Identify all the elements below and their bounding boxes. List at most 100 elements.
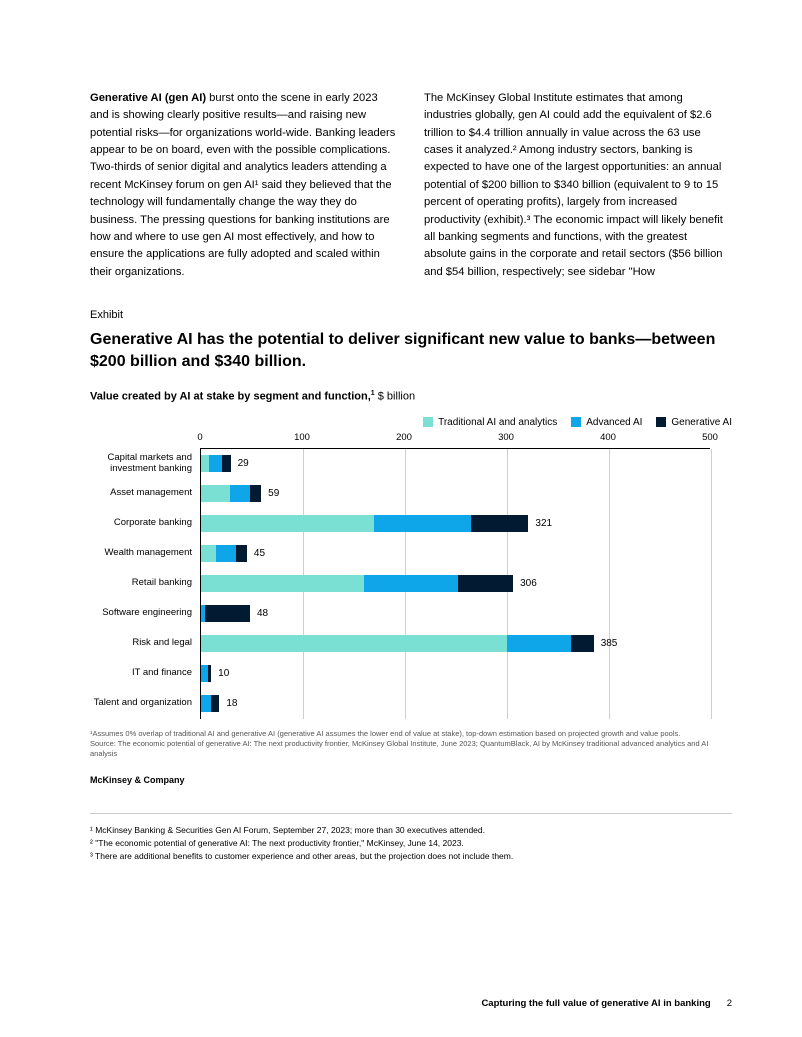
gridline [609, 539, 610, 569]
bar-row-plot: 385 [200, 629, 711, 659]
gridline [711, 599, 712, 629]
bar-stack: 306 [201, 575, 537, 592]
legend-item: Generative AI [656, 417, 732, 428]
bar-row-label: Capital markets and investment banking [90, 453, 200, 475]
legend-label: Traditional AI and analytics [438, 417, 557, 428]
bar-segment [201, 485, 230, 502]
chart-subtitle-thin: $ billion [375, 391, 415, 403]
gridline [609, 479, 610, 509]
bar-row-label: Asset management [90, 488, 200, 499]
bar-total-value: 10 [218, 668, 229, 679]
bar-segment [201, 665, 208, 682]
bar-segment [374, 515, 471, 532]
footer-page-number: 2 [727, 998, 732, 1009]
gridline [303, 689, 304, 719]
bar-stack: 18 [201, 695, 237, 712]
gridline [405, 449, 406, 479]
bar-total-value: 306 [520, 578, 537, 589]
bar-total-value: 45 [254, 548, 265, 559]
chart-footnote-1: ¹Assumes 0% overlap of traditional AI an… [90, 729, 732, 739]
gridline [711, 689, 712, 719]
bar-segment [205, 605, 250, 622]
bar-row: Asset management 59 [90, 479, 732, 509]
bar-total-value: 59 [268, 488, 279, 499]
bar-row-plot: 18 [200, 689, 711, 719]
bar-segment [571, 635, 593, 652]
bar-stack: 29 [201, 455, 249, 472]
legend-label: Generative AI [671, 417, 732, 428]
gridline [507, 539, 508, 569]
gridline [711, 539, 712, 569]
bar-stack: 385 [201, 635, 617, 652]
bar-row-plot: 48 [200, 599, 711, 629]
col1-rest: burst onto the scene in early 2023 and i… [90, 92, 395, 278]
page-footer: Capturing the full value of generative A… [481, 998, 732, 1009]
page-footnotes: ¹ McKinsey Banking & Securities Gen AI F… [90, 824, 732, 862]
bar-segment [236, 545, 247, 562]
bar-row-label: Wealth management [90, 548, 200, 559]
gridline [405, 479, 406, 509]
bar-stack: 10 [201, 665, 229, 682]
x-tick: 300 [498, 432, 514, 443]
chart-footnotes: ¹Assumes 0% overlap of traditional AI an… [90, 729, 732, 759]
gridline [405, 539, 406, 569]
bar-row-label: Talent and organization [90, 698, 200, 709]
x-tick: 0 [197, 432, 202, 443]
bar-stack: 321 [201, 515, 552, 532]
bar-stack: 59 [201, 485, 279, 502]
bar-row: Wealth management 45 [90, 539, 732, 569]
chart-footnote-2: Source: The economic potential of genera… [90, 739, 732, 759]
footnote-1: ¹ McKinsey Banking & Securities Gen AI F… [90, 824, 732, 837]
bar-segment [458, 575, 513, 592]
gridline [711, 479, 712, 509]
bar-row: IT and finance10 [90, 659, 732, 689]
gridline [609, 449, 610, 479]
gridline [507, 659, 508, 689]
bar-segment [209, 455, 222, 472]
gridline [303, 449, 304, 479]
gridline [609, 599, 610, 629]
legend-item: Traditional AI and analytics [423, 417, 557, 428]
gridline [507, 449, 508, 479]
bar-total-value: 385 [601, 638, 618, 649]
x-tick: 400 [600, 432, 616, 443]
legend-item: Advanced AI [571, 417, 642, 428]
gridline [303, 479, 304, 509]
page: Generative AI (gen AI) burst onto the sc… [0, 0, 802, 1037]
chart-subtitle-bold: Value created by AI at stake by segment … [90, 391, 371, 403]
gridline [609, 509, 610, 539]
bar-segment [507, 635, 571, 652]
body-columns: Generative AI (gen AI) burst onto the sc… [90, 90, 732, 281]
gridline [405, 659, 406, 689]
gridline [609, 689, 610, 719]
bar-total-value: 321 [535, 518, 552, 529]
bar-segment [201, 575, 364, 592]
gridline [711, 629, 712, 659]
footer-title: Capturing the full value of generative A… [481, 998, 710, 1009]
gridline [609, 659, 610, 689]
gridline [303, 659, 304, 689]
bar-row-plot: 59 [200, 479, 711, 509]
bar-segment [250, 485, 261, 502]
exhibit-label: Exhibit [90, 309, 732, 321]
gridline [507, 479, 508, 509]
bar-row-label: Retail banking [90, 578, 200, 589]
bar-total-value: 18 [226, 698, 237, 709]
footnote-3: ³ There are additional benefits to custo… [90, 850, 732, 863]
gridline [711, 509, 712, 539]
gridline [507, 599, 508, 629]
divider [90, 813, 732, 814]
bar-row-label: Software engineering [90, 608, 200, 619]
gridline [711, 449, 712, 479]
bar-row-plot: 306 [200, 569, 711, 599]
bar-segment [216, 545, 235, 562]
bar-row: Corporate banking321 [90, 509, 732, 539]
footnote-2: ² "The economic potential of generative … [90, 837, 732, 850]
bar-segment [364, 575, 458, 592]
bar-row: Retail banking 306 [90, 569, 732, 599]
lead-bold: Generative AI (gen AI) [90, 92, 206, 104]
bar-row: Talent and organization 18 [90, 689, 732, 719]
gridline [405, 599, 406, 629]
bar-segment [471, 515, 528, 532]
gridline [303, 539, 304, 569]
